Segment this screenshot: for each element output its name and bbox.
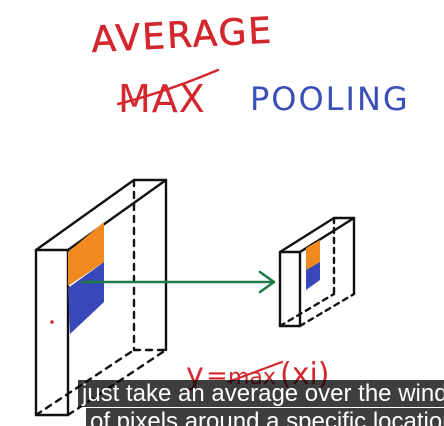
orange-window-patch xyxy=(68,222,104,286)
output-orange-cell xyxy=(306,240,320,270)
blue-window-patch xyxy=(68,262,104,334)
green-arrow xyxy=(80,270,276,294)
formula-strike xyxy=(226,360,284,384)
subtitle-pooling: POOLING xyxy=(250,80,410,118)
output-blue-cell xyxy=(306,262,320,290)
max-word: MAX xyxy=(118,77,206,121)
subtitle-caption-line-1: just take an average over the window xyxy=(78,380,444,407)
output-volume-box xyxy=(278,216,356,328)
red-dot xyxy=(50,320,54,324)
strike-through-line xyxy=(116,68,220,106)
title-average: AVERAGE xyxy=(90,11,274,61)
struck-max-word: MAX xyxy=(116,68,220,121)
subtitle-caption-line-2: of pixels around a specific location. xyxy=(86,408,444,426)
input-volume-box xyxy=(34,178,168,417)
